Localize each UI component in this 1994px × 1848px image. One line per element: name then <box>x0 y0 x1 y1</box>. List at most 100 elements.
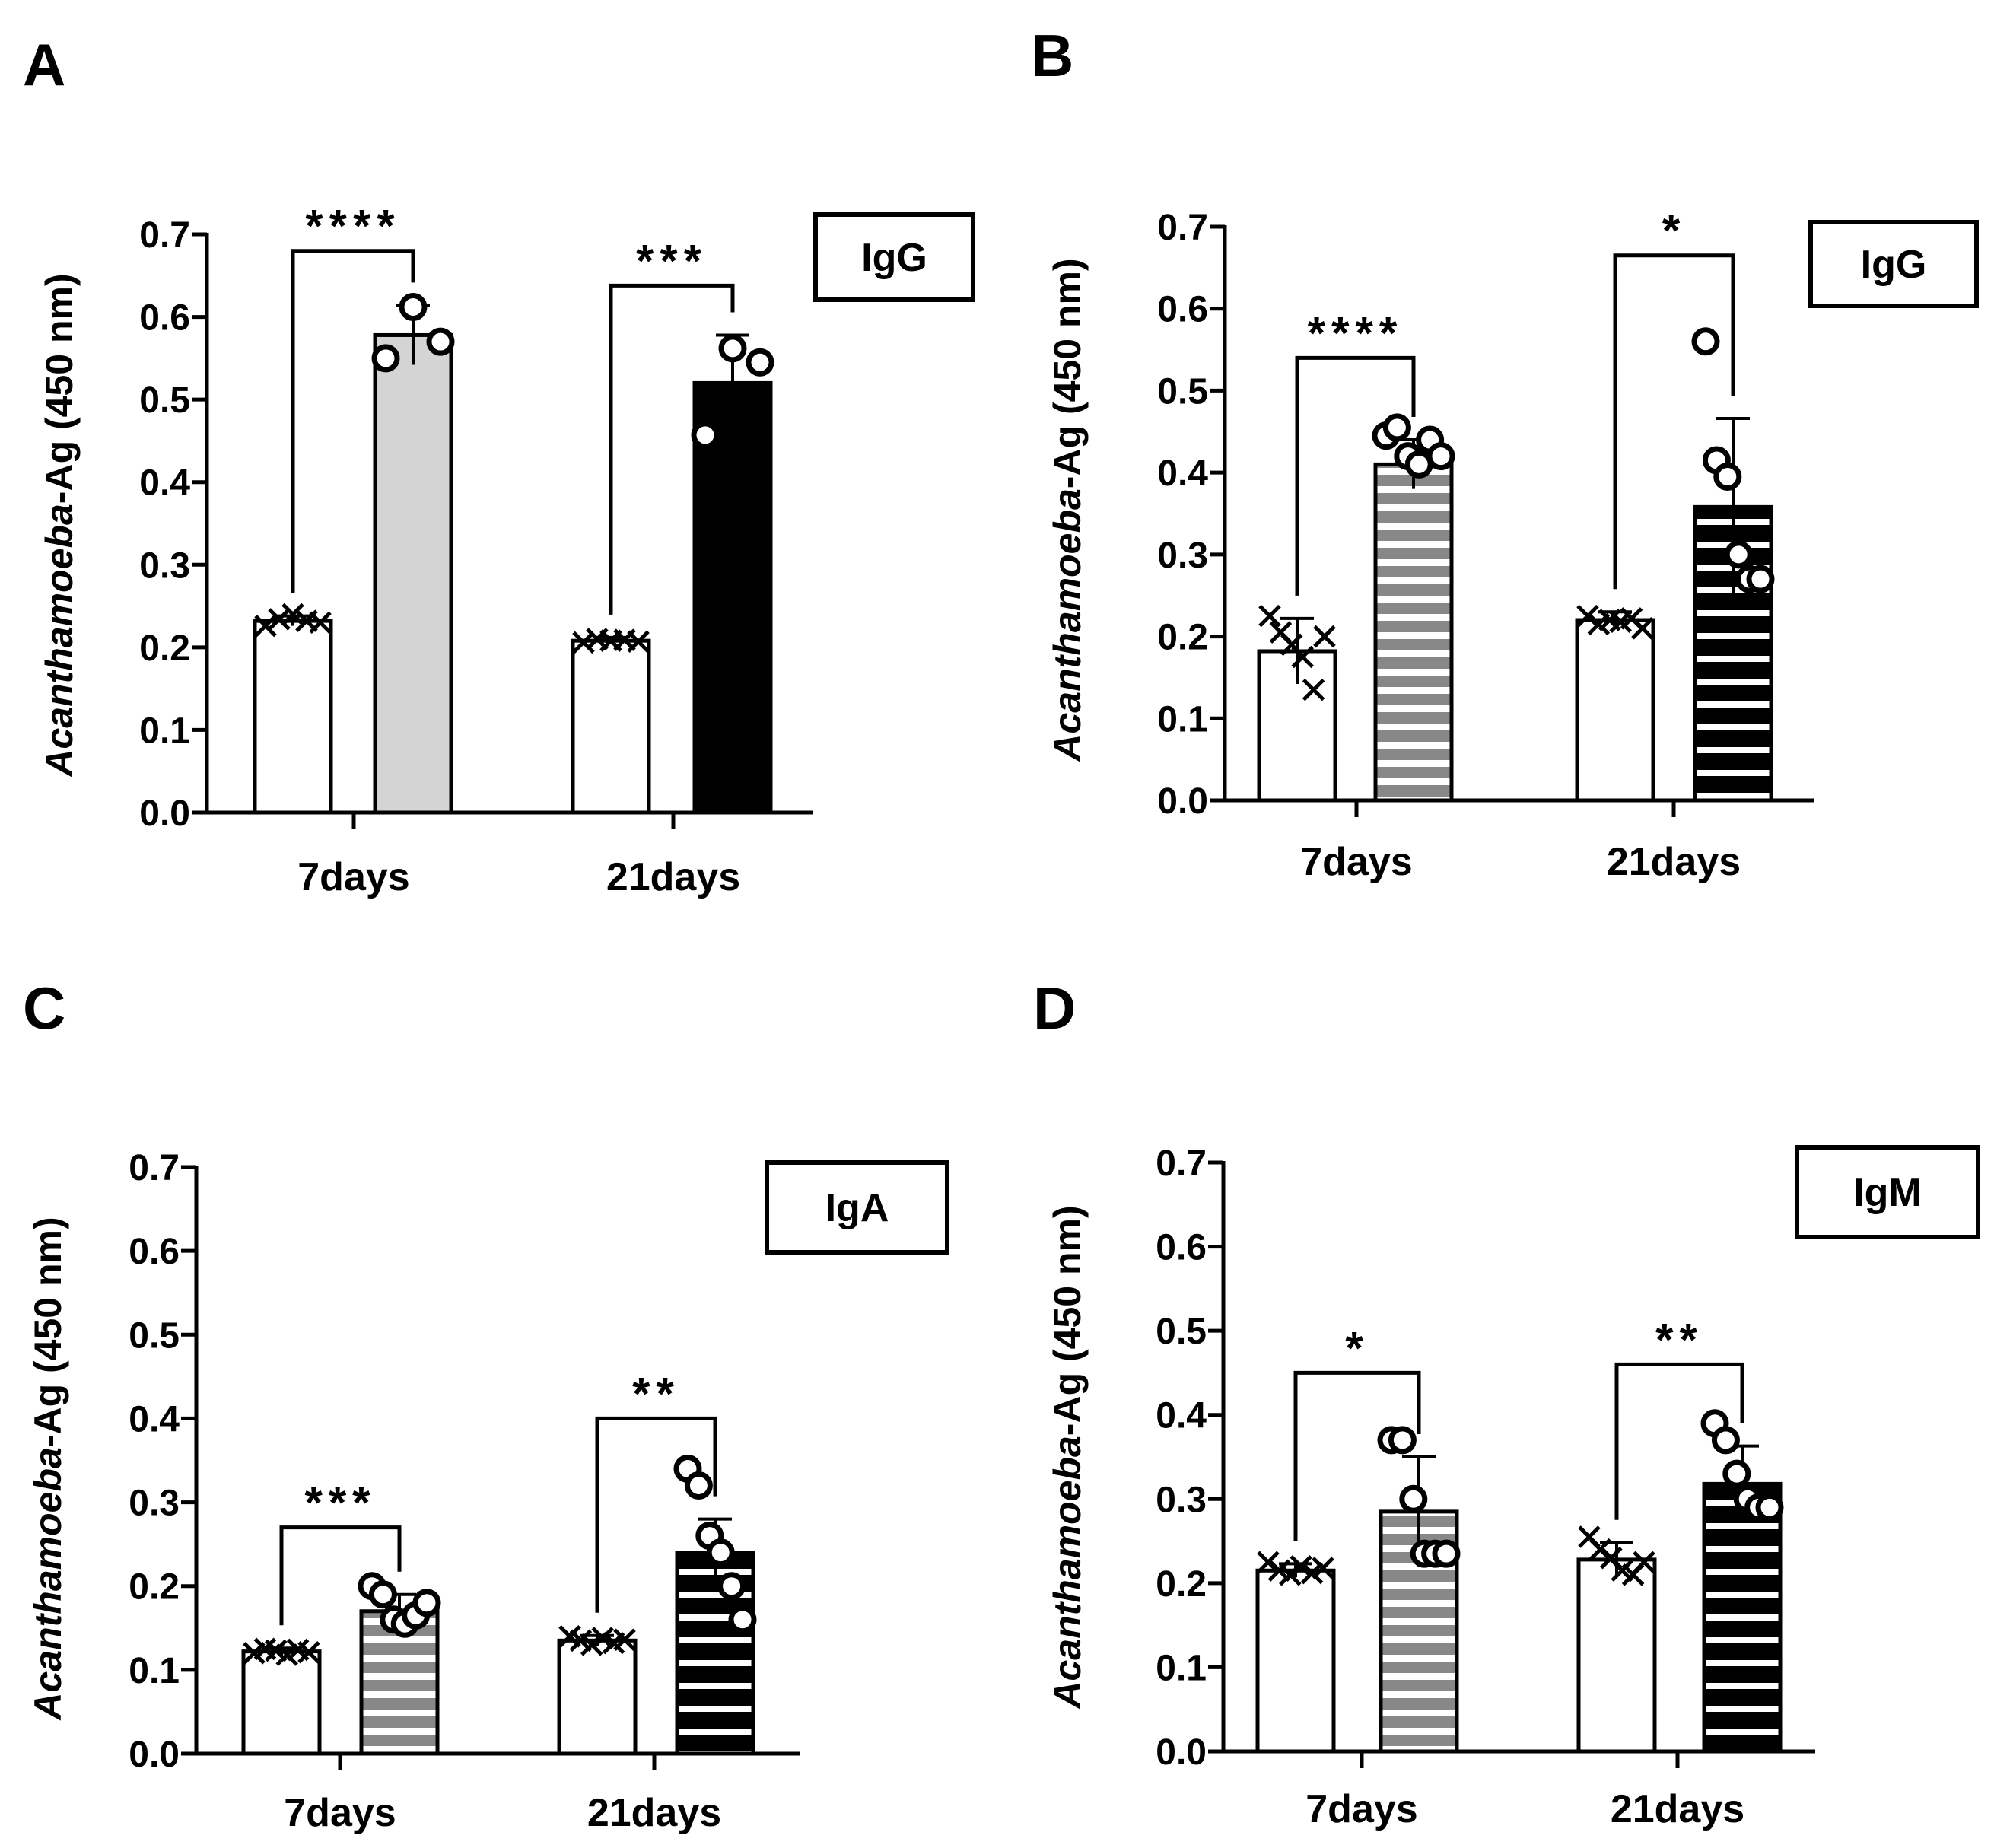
y-tick-label: 0.2 <box>139 628 190 669</box>
y-axis-label-italic: Acanthamoeba <box>27 1447 69 1721</box>
y-tick-label: 0.1 <box>1156 1648 1207 1688</box>
y-tick-label: 0.3 <box>1156 1480 1207 1520</box>
y-tick-label: 0.7 <box>129 1148 180 1188</box>
y-tick-label: 0.0 <box>1156 1732 1207 1773</box>
bar <box>1579 1560 1655 1751</box>
panel-letter: D <box>1033 975 1076 1042</box>
legend-label: IgG <box>861 236 927 280</box>
figure: AAcanthamoeba-Ag (450 nm)0.00.10.20.30.4… <box>0 0 1994 1848</box>
y-tick-label: 0.5 <box>1157 371 1208 412</box>
y-tick-label: 0.4 <box>129 1399 180 1439</box>
x-category-label: 21days <box>1607 840 1741 884</box>
data-point-x <box>1315 627 1334 647</box>
legend-label: IgM <box>1853 1171 1922 1215</box>
panel-letter: C <box>23 975 65 1042</box>
y-axis-label-italic: Acanthamoeba <box>38 504 81 778</box>
y-tick-label: 0.1 <box>139 711 190 751</box>
y-axis-label-units: -Ag (450 nm) <box>1046 1205 1089 1436</box>
bar <box>1375 464 1452 800</box>
chart-panel-d: D Acanthamoeba-Ag (450 nm) 0.0 0.1 0.2 0.3 0.4… <box>1033 975 1978 1831</box>
data-point-circle <box>687 1474 710 1497</box>
y-tick-label: 0.1 <box>1157 699 1208 740</box>
data-point-circle <box>1402 1487 1425 1510</box>
x-category-label: 7days <box>284 1791 396 1835</box>
significance-stars: **** <box>1308 307 1403 358</box>
bar <box>375 335 451 813</box>
y-axis-label: Acanthamoeba-Ag (450 nm) <box>1046 1205 1089 1710</box>
y-axis-label-italic: Acanthamoeba <box>1046 488 1089 762</box>
data-point-circle <box>749 351 771 374</box>
y-tick-label: 0.4 <box>1156 1396 1207 1436</box>
bar <box>559 1640 635 1754</box>
y-tick-label: 0.2 <box>129 1567 180 1608</box>
y-axis-label: Acanthamoeba-Ag (450 nm) <box>27 1217 69 1721</box>
bar <box>1258 1570 1334 1751</box>
bar <box>1577 620 1653 800</box>
x-category-label: 21days <box>606 855 740 899</box>
bar <box>1704 1484 1780 1751</box>
data-point-circle <box>429 330 452 353</box>
panel-letter: A <box>23 31 65 98</box>
y-tick-label: 0.4 <box>1157 453 1208 494</box>
chart-panel-c: C Acanthamoeba-Ag (450 nm) 0.0 0.1 0.2 0.3 0.4… <box>23 975 947 1835</box>
bar <box>243 1652 320 1754</box>
y-axis-label: Acanthamoeba-Ag (450 nm) <box>1046 258 1089 762</box>
y-tick-label: 0.4 <box>139 463 190 504</box>
legend-label: IgG <box>1861 243 1927 287</box>
y-tick-label: 0.2 <box>1157 618 1208 658</box>
y-tick-label: 0.0 <box>129 1735 180 1775</box>
data-point-x <box>1260 606 1280 626</box>
data-point-circle <box>1714 1429 1737 1452</box>
y-axis-label-units: -Ag (450 nm) <box>38 273 81 504</box>
y-tick-label: 0.6 <box>1157 290 1208 330</box>
significance-stars: ** <box>632 1368 680 1419</box>
significance-stars: ** <box>1655 1314 1703 1365</box>
y-tick-label: 0.1 <box>129 1651 180 1691</box>
y-axis-label: Acanthamoeba-Ag (450 nm) <box>38 273 81 778</box>
y-tick-label: 0.0 <box>139 794 190 834</box>
data-point-circle <box>1385 416 1408 439</box>
data-point-circle <box>1727 543 1750 566</box>
significance-stars: *** <box>304 1477 376 1528</box>
data-point-circle <box>402 296 425 319</box>
data-point-circle <box>1435 1542 1458 1565</box>
data-point-circle <box>1749 568 1772 590</box>
data-point-circle <box>720 1575 743 1598</box>
x-category-label: 21days <box>1611 1787 1744 1831</box>
data-point-circle <box>1391 1429 1414 1452</box>
chart-panel-a: A Acanthamoeba-Ag (450 nm) 0.0 0.1 0.2 0.3 0.4… <box>23 31 973 899</box>
y-tick-label: 0.7 <box>1156 1143 1207 1184</box>
y-tick-label: 0.6 <box>129 1232 180 1272</box>
data-point-circle <box>1716 466 1739 488</box>
x-category-label: 7days <box>297 855 409 899</box>
y-tick-label: 0.5 <box>139 380 190 421</box>
data-point-circle <box>721 337 744 360</box>
significance-stars: *** <box>636 235 708 286</box>
y-tick-label: 0.7 <box>139 215 190 256</box>
y-tick-label: 0.7 <box>1157 208 1208 248</box>
data-point-circle <box>1725 1462 1748 1485</box>
data-point-circle <box>371 1583 394 1606</box>
x-category-label: 7days <box>1300 840 1412 884</box>
x-category-label: 7days <box>1305 1787 1417 1831</box>
y-axis-label-units: -Ag (450 nm) <box>27 1217 69 1447</box>
data-point-circle <box>374 347 397 370</box>
y-axis-label-italic: Acanthamoeba <box>1046 1436 1089 1710</box>
y-tick-label: 0.3 <box>139 545 190 586</box>
data-point-circle <box>1694 330 1717 353</box>
y-tick-label: 0.6 <box>139 298 190 339</box>
y-tick-label: 0.3 <box>1157 536 1208 576</box>
data-point-circle <box>709 1541 732 1564</box>
data-point-circle <box>415 1592 438 1614</box>
significance-stars: * <box>1345 1322 1369 1373</box>
y-tick-label: 0.5 <box>129 1315 180 1356</box>
y-tick-label: 0.2 <box>1156 1564 1207 1605</box>
y-tick-label: 0.0 <box>1157 781 1208 822</box>
y-tick-label: 0.6 <box>1156 1228 1207 1268</box>
y-tick-label: 0.3 <box>129 1484 180 1524</box>
legend-label: IgA <box>825 1186 889 1230</box>
data-point-circle <box>1758 1496 1781 1519</box>
significance-stars: * <box>1662 205 1686 256</box>
data-point-circle <box>1430 445 1452 468</box>
